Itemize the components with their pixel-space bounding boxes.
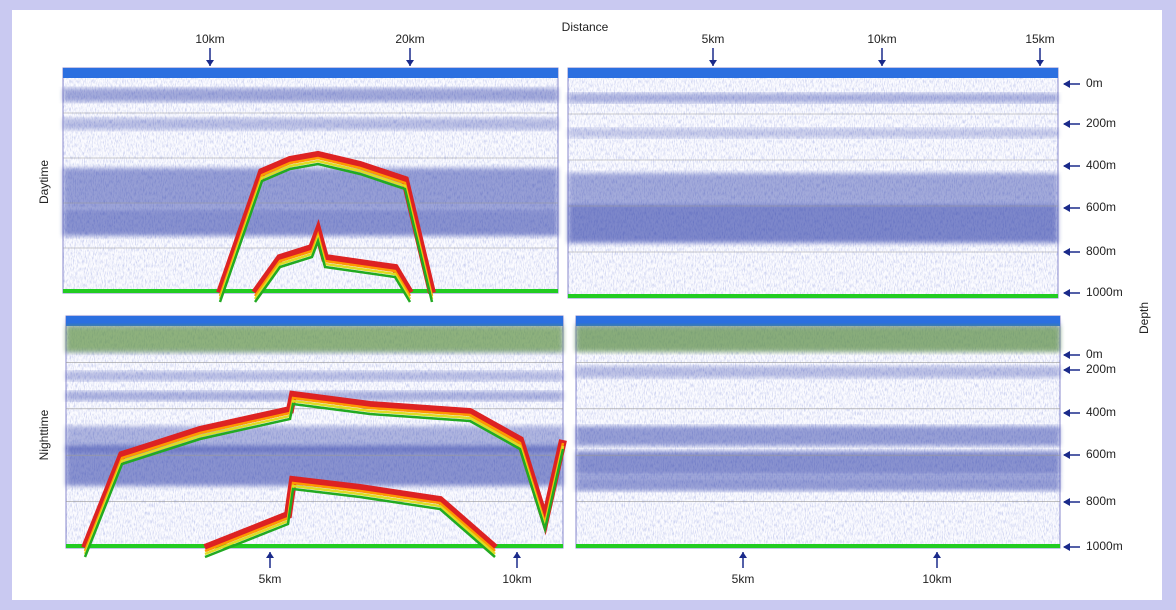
- arrow-head: [1063, 451, 1070, 459]
- seabed-echo: [253, 236, 412, 303]
- depth-label: 400m: [1086, 405, 1116, 419]
- echo-band: [576, 451, 1060, 476]
- echo-band: [576, 426, 1060, 446]
- seabed-echo: [218, 162, 434, 303]
- depth-label: 0m: [1086, 347, 1103, 361]
- header-bar: [66, 316, 563, 326]
- surface-layer: [66, 326, 563, 352]
- arrow-head: [1063, 162, 1070, 170]
- arrow-head: [933, 552, 941, 558]
- distance-label: 5km: [702, 32, 725, 46]
- arrow-head: [1063, 409, 1070, 417]
- echo-band: [66, 371, 563, 381]
- row-label: Daytime: [37, 160, 51, 204]
- depth-label: 400m: [1086, 158, 1116, 172]
- depth-label: 600m: [1086, 200, 1116, 214]
- echo-band: [63, 208, 558, 236]
- distance-label: 5km: [259, 572, 282, 586]
- echo-band: [63, 168, 558, 208]
- seabed-echo: [203, 475, 498, 552]
- seabed-echo: [204, 484, 496, 556]
- arrow-head: [513, 552, 521, 558]
- depth-label: 600m: [1086, 447, 1116, 461]
- arrow-head: [1063, 498, 1070, 506]
- distance-label: 10km: [867, 32, 896, 46]
- echograms: [62, 67, 1061, 559]
- echo-band: [63, 88, 558, 102]
- bottom-bar: [66, 544, 563, 548]
- seabed-echo: [204, 481, 496, 553]
- arrow-head: [206, 60, 214, 66]
- arrow-head: [1063, 204, 1070, 212]
- distance-label: 10km: [502, 572, 531, 586]
- arrow-head: [266, 552, 274, 558]
- header-bar: [63, 68, 558, 78]
- echo-band: [63, 118, 558, 130]
- arrow-head: [1063, 351, 1070, 359]
- arrow-head: [1036, 60, 1044, 66]
- distance-label: 5km: [732, 572, 755, 586]
- arrow-head: [1063, 289, 1070, 297]
- depth-label: 800m: [1086, 244, 1116, 258]
- seabed-echo: [216, 150, 436, 295]
- echo-band: [576, 366, 1060, 378]
- arrow-head: [878, 60, 886, 66]
- seabed-echo: [83, 402, 565, 558]
- seabed-echo: [204, 487, 496, 559]
- seabed-echo: [218, 159, 434, 300]
- depth-label: 200m: [1086, 116, 1116, 130]
- header-bar: [576, 316, 1060, 326]
- figure-title: Distance: [562, 20, 609, 34]
- depth-label: 200m: [1086, 362, 1116, 376]
- bottom-bar: [568, 294, 1058, 298]
- arrow-head: [1063, 80, 1070, 88]
- depth-label: 800m: [1086, 494, 1116, 508]
- row-label: Nighttime: [37, 409, 51, 460]
- arrow-head: [1063, 248, 1070, 256]
- header-bar: [568, 68, 1058, 78]
- depth-label: 0m: [1086, 76, 1103, 90]
- surface-layer: [576, 326, 1060, 352]
- distance-label: 10km: [922, 572, 951, 586]
- arrow-head: [739, 552, 747, 558]
- distance-label: 10km: [195, 32, 224, 46]
- distance-label: 15km: [1025, 32, 1054, 46]
- echo-band: [576, 476, 1060, 491]
- echo-band: [568, 203, 1058, 243]
- arrow-head: [709, 60, 717, 66]
- echo-band: [568, 173, 1058, 203]
- echo-band: [568, 93, 1058, 103]
- arrow-head: [1063, 543, 1070, 551]
- distance-label: 20km: [395, 32, 424, 46]
- echo-band: [568, 128, 1058, 138]
- depth-label: 1000m: [1086, 285, 1123, 299]
- bottom-bar: [576, 544, 1060, 548]
- arrow-head: [1063, 366, 1070, 374]
- bottom-bar: [63, 289, 558, 293]
- depth-axis-label: Depth: [1137, 302, 1151, 334]
- arrow-head: [406, 60, 414, 66]
- seabed-echo: [218, 156, 434, 297]
- arrow-head: [1063, 120, 1070, 128]
- depth-label: 1000m: [1086, 539, 1123, 553]
